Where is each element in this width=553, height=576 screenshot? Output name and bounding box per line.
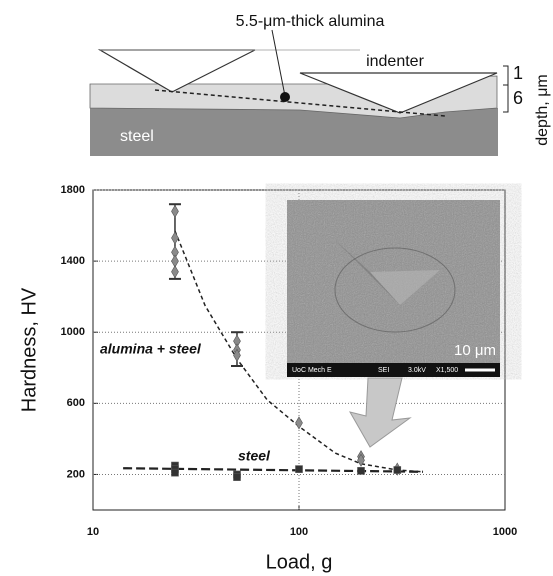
y-tick-label: 1000 [61, 326, 85, 338]
y-tick-label: 600 [67, 397, 85, 409]
indent-rim [334, 247, 456, 333]
square-marker [233, 473, 241, 481]
diamond-marker [171, 231, 179, 245]
square-marker [393, 466, 402, 474]
indent-mark [335, 240, 400, 305]
square-marker [295, 465, 303, 473]
indenter-right [299, 72, 498, 114]
depth-tick: 6 [513, 88, 523, 108]
chart: 200 600 1000 1400 1800 10 100 1000 Load, g Hardne… [18, 184, 517, 573]
square-marker [171, 468, 179, 477]
x-tick-label: 10 [87, 526, 99, 538]
annotation: steel [238, 448, 271, 464]
depth-tick: 1 [513, 63, 523, 83]
diamond-marker [171, 265, 179, 279]
indenter-label: indenter [366, 53, 424, 70]
y-tick-label: 1400 [61, 255, 85, 267]
x-tick-label: 100 [290, 526, 308, 538]
sem-inset: UoC Mech E SEI 3.0kV X1,500 10 μm [287, 200, 500, 448]
square-marker [357, 467, 365, 475]
diamond-marker [233, 348, 241, 362]
sem-info: SEI [378, 367, 389, 374]
trend-line [174, 230, 424, 473]
depth-label: depth, μm [534, 74, 551, 145]
annotation: alumina + steel [100, 341, 202, 357]
steel-block [90, 108, 498, 156]
schematic: 5.5-μm-thick alumina indenter steel 1 6 … [89, 13, 551, 156]
diamond-marker [171, 204, 179, 218]
x-tick-label: 1000 [493, 526, 517, 538]
y-tick-label: 1800 [61, 184, 85, 196]
x-axis-label: Load, g [266, 551, 333, 573]
sem-info-bar [287, 363, 500, 377]
pointer-dot [280, 92, 290, 102]
steel-label: steel [120, 128, 154, 145]
pointer [271, 29, 286, 97]
y-tick-label: 200 [67, 468, 85, 480]
sem-info: 3.0kV [408, 367, 426, 374]
indent-mark [370, 270, 440, 305]
layer-label: 5.5-μm-thick alumina [236, 13, 385, 30]
sem-info: X1,500 [436, 367, 458, 374]
callout-arrow [348, 377, 412, 448]
diamond-marker [295, 416, 303, 430]
y-axis-label: Hardness, HV [18, 287, 40, 412]
scale-label: 10 μm [454, 342, 496, 359]
diamond-marker [357, 453, 365, 467]
depth-bracket [503, 65, 509, 113]
sem-info: UoC Mech E [292, 367, 332, 374]
trend-line [123, 467, 424, 473]
